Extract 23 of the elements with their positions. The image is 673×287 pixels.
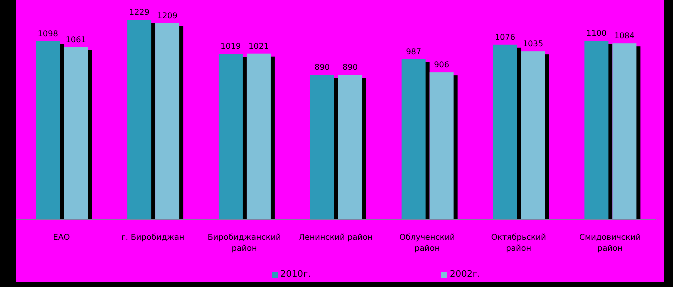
- x-tick-label: ЕАО: [53, 233, 70, 242]
- legend-label: 2002г.: [450, 270, 480, 280]
- legend-label: 2010г.: [280, 270, 311, 280]
- data-label: 890: [314, 63, 330, 72]
- x-tick-label: Облученский район: [400, 233, 456, 253]
- data-label: 1100: [586, 28, 607, 38]
- x-tick-label: г. Биробиджан: [122, 233, 185, 242]
- x-tick-label: Смидовичский район: [580, 233, 642, 253]
- data-label: 1076: [495, 32, 516, 42]
- data-label: 890: [342, 63, 358, 72]
- data-label: 906: [434, 60, 450, 70]
- x-tick-label: Ленинский район: [298, 233, 374, 242]
- data-label: 1061: [66, 35, 86, 44]
- data-label: 1035: [523, 40, 544, 49]
- data-label: 1084: [614, 32, 635, 41]
- data-label: 1021: [248, 42, 270, 51]
- x-tick-label: Биробиджанский район: [208, 233, 282, 253]
- data-label: 1229: [129, 8, 150, 17]
- x-tick-label: Октябрьский район: [491, 233, 546, 253]
- data-label: 1098: [38, 29, 58, 38]
- data-label: 1019: [220, 42, 242, 52]
- data-label: 1209: [157, 11, 178, 20]
- data-label: 987: [406, 47, 422, 56]
